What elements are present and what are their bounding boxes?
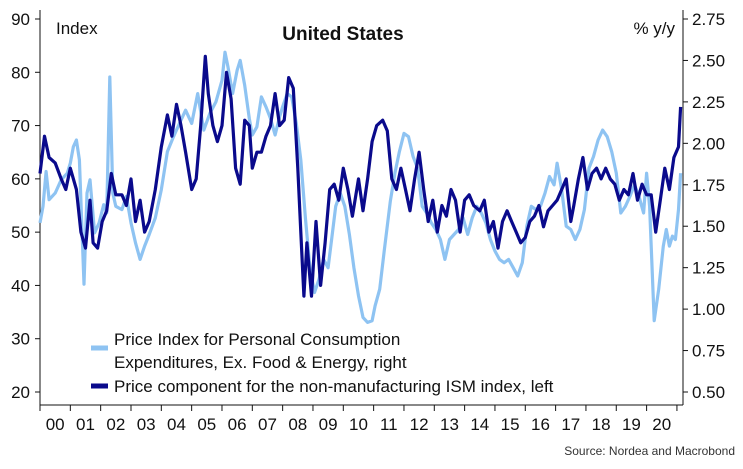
right-tick-label: 0.75	[692, 342, 725, 361]
x-tick-label: 07	[258, 415, 277, 434]
left-axis-ticks: 20 30 40 50 60 70 80 90	[11, 10, 40, 402]
x-axis-ticks: 00 01 02 03 04 05 06 07 08 09 10 11 12 13 14 15 16 17 18 19…	[39, 405, 678, 434]
right-tick-label: 1.75	[692, 176, 725, 195]
x-tick-label: 04	[167, 415, 186, 434]
x-tick-label: 10	[349, 415, 368, 434]
series-layer	[38, 50, 683, 324]
right-axis-ticks: 0.50 0.75 1.00 1.25 1.50 1.75 2.00 2.25 2.50 2.75	[683, 10, 725, 402]
right-tick-label: 2.75	[692, 10, 725, 29]
legend-label-pce-line2: Expenditures, Ex. Food & Energy, right	[114, 353, 407, 372]
right-tick-label: 1.00	[692, 300, 725, 319]
right-tick-label: 2.50	[692, 51, 725, 70]
left-tick-label: 90	[11, 10, 30, 29]
right-tick-label: 2.25	[692, 93, 725, 112]
left-tick-label: 40	[11, 276, 30, 295]
x-tick-label: 02	[106, 415, 125, 434]
x-tick-label: 08	[288, 415, 307, 434]
x-tick-label: 20	[652, 415, 671, 434]
x-tick-label: 19	[622, 415, 641, 434]
x-tick-label: 09	[319, 415, 338, 434]
x-tick-label: 16	[531, 415, 550, 434]
x-tick-label: 11	[380, 415, 398, 434]
x-tick-label: 14	[470, 415, 489, 434]
x-tick-label: 13	[440, 415, 459, 434]
x-tick-label: 01	[76, 415, 95, 434]
right-tick-label: 1.50	[692, 217, 725, 236]
x-tick-label: 05	[197, 415, 216, 434]
chart-title: United States	[282, 24, 403, 45]
x-tick-label: 06	[228, 415, 247, 434]
right-tick-label: 1.25	[692, 259, 725, 278]
x-tick-label: 00	[46, 415, 65, 434]
left-tick-label: 30	[11, 330, 30, 349]
x-tick-label: 03	[137, 415, 156, 434]
x-tick-label: 18	[592, 415, 611, 434]
right-tick-label: 2.00	[692, 134, 725, 153]
left-tick-label: 50	[11, 223, 30, 242]
right-axis-label: % y/y	[633, 19, 675, 38]
legend-label-pce-line1: Price Index for Personal Consumption	[114, 330, 400, 349]
left-tick-label: 20	[11, 383, 30, 402]
x-tick-label: 17	[561, 415, 580, 434]
left-axis-label: Index	[56, 19, 98, 38]
x-tick-label: 12	[410, 415, 429, 434]
left-tick-label: 80	[11, 63, 30, 82]
legend: Price Index for Personal Consumption Exp…	[91, 330, 554, 396]
left-tick-label: 70	[11, 117, 30, 136]
ism-prices-line	[38, 54, 683, 298]
x-tick-label: 15	[501, 415, 520, 434]
pce-core-line	[38, 50, 683, 324]
right-tick-label: 0.50	[692, 383, 725, 402]
left-tick-label: 60	[11, 170, 30, 189]
source-note: Source: Nordea and Macrobond	[564, 444, 735, 458]
legend-label-ism: Price component for the non-manufacturin…	[114, 377, 554, 396]
